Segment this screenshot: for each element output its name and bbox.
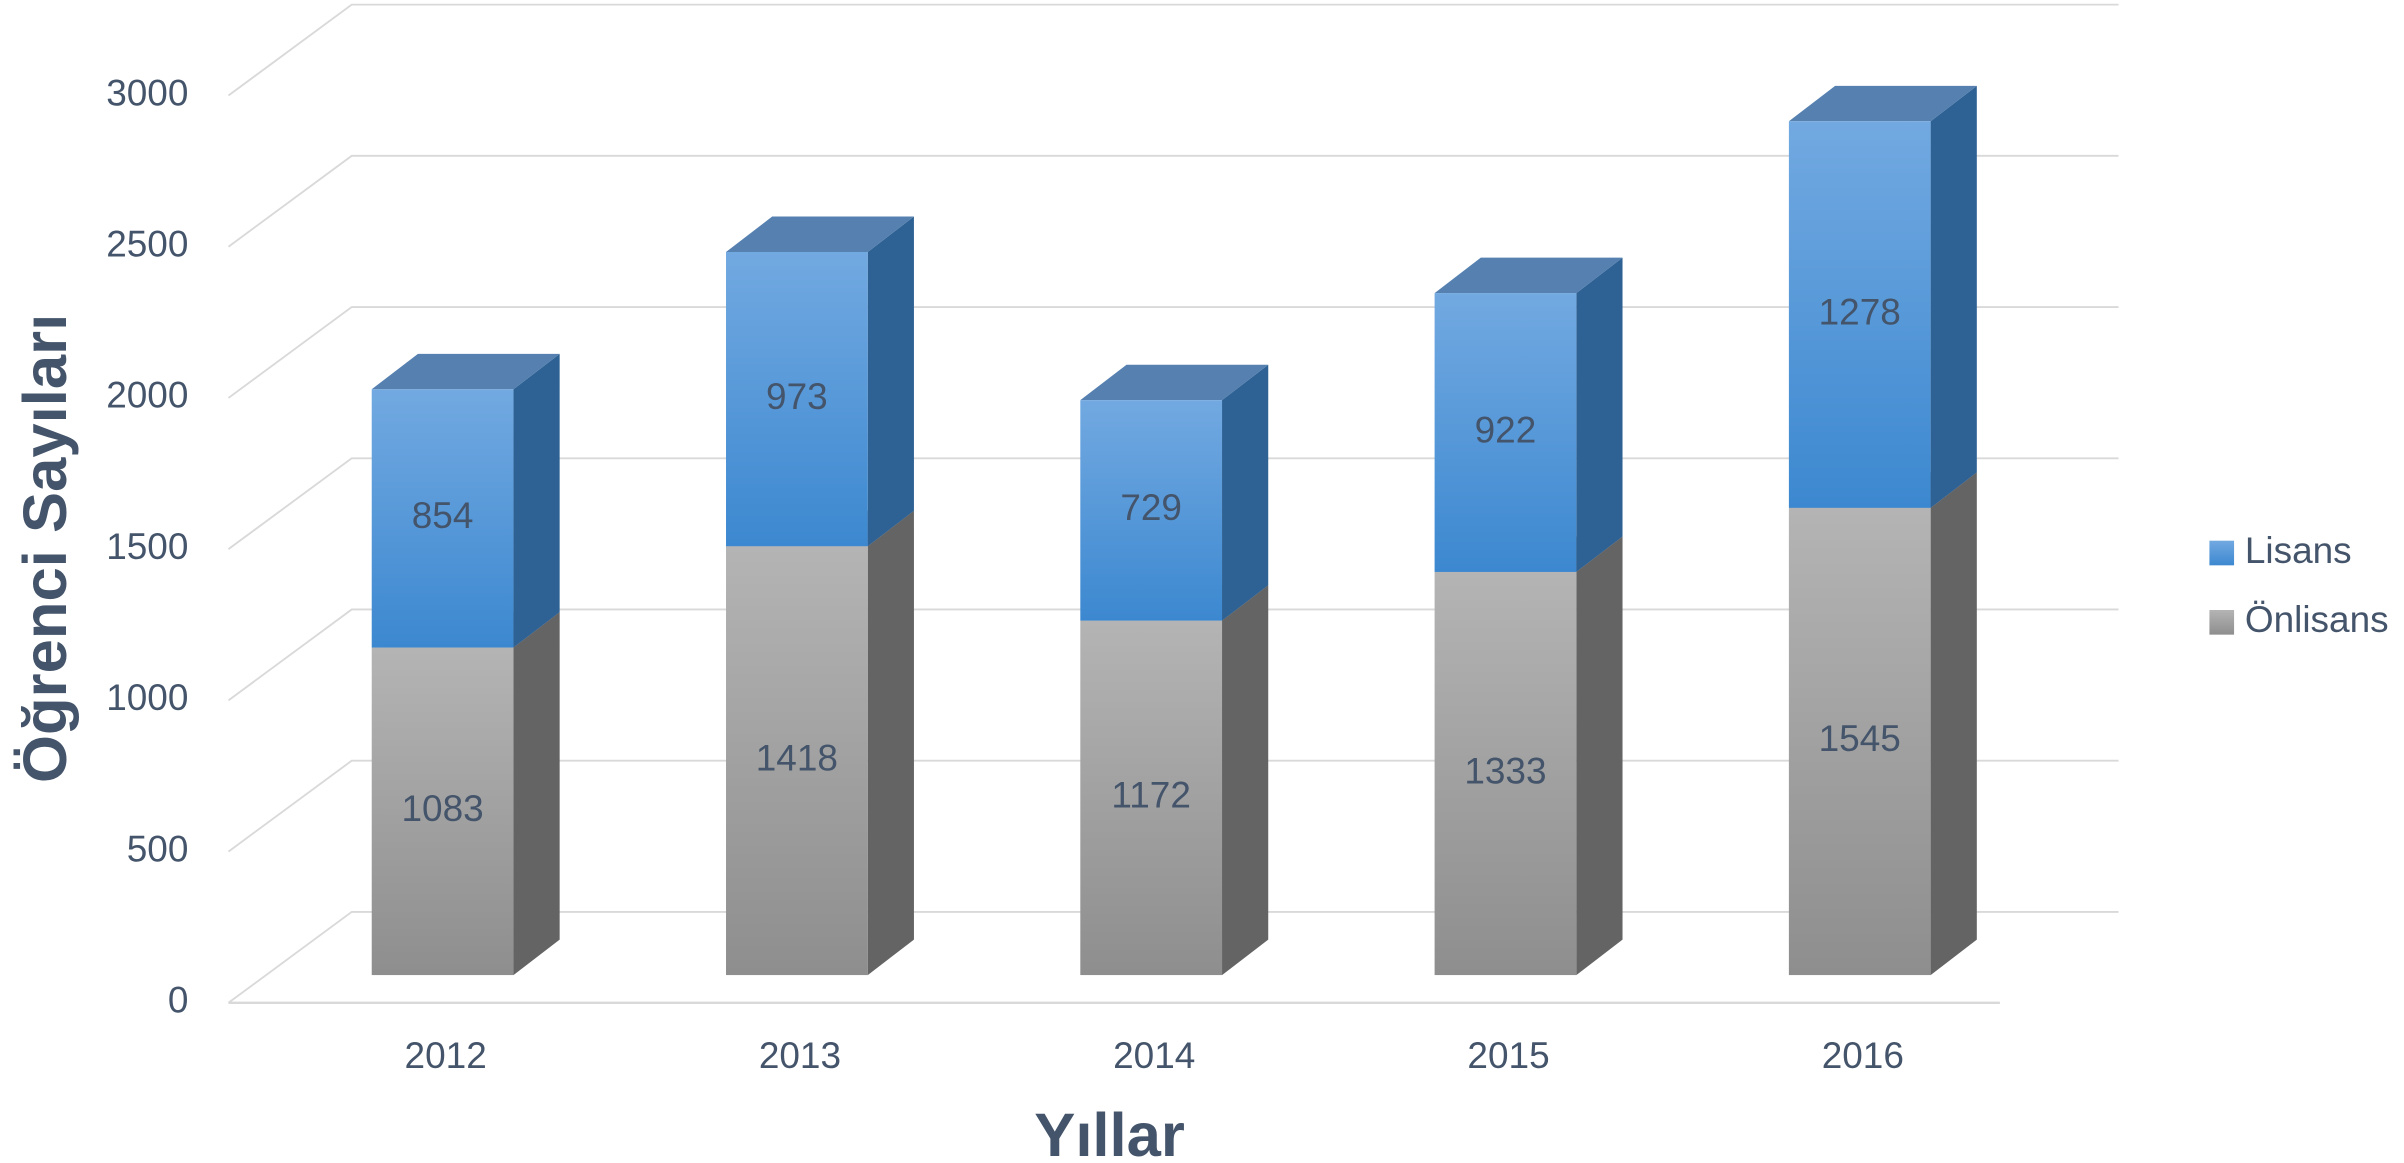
bar [1434,571,1577,976]
grid-line [227,3,2119,97]
bar-side [1576,536,1623,976]
bar-side [1930,85,1977,508]
bar [1080,620,1223,976]
legend-label: Lisans [2245,530,2352,571]
grid-line [227,154,2119,248]
bar-top [371,353,560,390]
legend-swatch [2209,540,2235,566]
bar-top [726,216,914,252]
value-label: 729 [1120,487,1182,528]
value-label: 854 [412,495,474,536]
y-axis-title: Öğrenci Sayıları [11,314,80,783]
bar-top [1434,257,1623,294]
legend-swatch [2209,609,2235,635]
bar [371,647,514,976]
legend-label: Önlisans [2245,599,2389,640]
bar [1434,293,1577,572]
y-tick-label: 500 [127,828,189,869]
value-label: 1278 [1819,291,1901,332]
y-tick-label: 1500 [106,526,188,567]
y-tick-label: 3000 [106,72,188,113]
bar-side [1222,585,1269,976]
x-tick-label: 2015 [1467,1035,1549,1076]
value-label: 1172 [1111,775,1190,816]
y-tick-label: 0 [168,980,189,1021]
y-tick-label: 2000 [106,375,188,416]
x-axis-title: Yıllar [1034,1101,1185,1163]
value-label: 1083 [401,788,483,829]
bar [1788,507,1931,976]
bar-side [513,612,560,976]
x-tick-label: 2013 [759,1035,841,1076]
bar [1788,121,1931,508]
bar-side [513,353,560,648]
value-label: 1333 [1464,750,1546,791]
bar-side [867,216,914,547]
bar-side [1930,472,1977,976]
bar-top [1080,364,1269,401]
value-label: 922 [1475,409,1537,450]
x-tick-label: 2014 [1113,1035,1195,1076]
bar-side [867,510,914,976]
bar [726,546,868,976]
value-label: 1418 [756,737,838,778]
bar [371,389,514,648]
y-tick-label: 1000 [106,677,188,718]
y-tick-label: 2500 [106,223,188,264]
value-label: 973 [766,376,828,417]
bar [726,251,868,547]
bar-top [1788,85,1977,122]
x-tick-label: 2016 [1822,1035,1904,1076]
bar [1080,400,1223,621]
bar-side [1576,257,1623,572]
x-tick-label: 2012 [405,1035,487,1076]
bar-side [1222,364,1269,621]
value-label: 1545 [1819,718,1901,759]
